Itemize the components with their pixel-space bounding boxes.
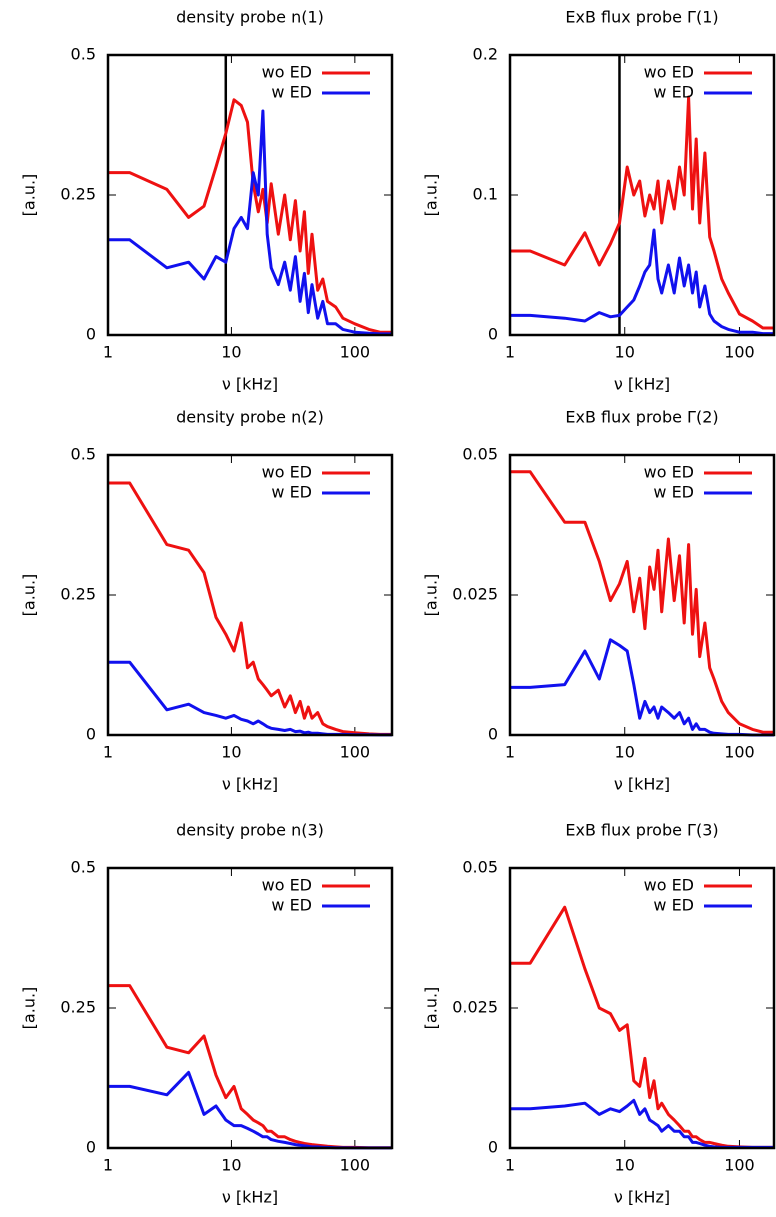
x-tick-label: 10 bbox=[615, 343, 635, 362]
x-tick-label: 1 bbox=[103, 1156, 113, 1175]
y-tick-label: 0.25 bbox=[60, 998, 96, 1017]
y-tick-label: 0.5 bbox=[71, 45, 96, 64]
legend-label: w ED bbox=[653, 83, 694, 102]
chart-title: density probe n(2) bbox=[176, 408, 324, 427]
legend-label: wo ED bbox=[262, 63, 312, 82]
x-axis-label: ν [kHz] bbox=[222, 775, 278, 794]
x-axis-label: ν [kHz] bbox=[614, 1188, 670, 1207]
chart-title: ExB flux probe Γ(2) bbox=[565, 408, 718, 427]
y-tick-label: 0.025 bbox=[452, 585, 498, 604]
data-line bbox=[108, 98, 392, 334]
legend-label: w ED bbox=[271, 896, 312, 915]
y-tick-label: 0 bbox=[86, 1138, 96, 1157]
plot-frame bbox=[106, 866, 394, 1150]
y-tick-label: 0.5 bbox=[71, 445, 96, 464]
x-tick-label: 10 bbox=[615, 743, 635, 762]
data-line bbox=[108, 984, 392, 1150]
chart-title: density probe n(3) bbox=[176, 821, 324, 840]
y-axis-label: [a.u.] bbox=[422, 987, 441, 1030]
y-tick-label: 0.2 bbox=[473, 45, 498, 64]
legend-label: wo ED bbox=[644, 463, 694, 482]
data-line bbox=[108, 660, 392, 737]
data-line bbox=[510, 1098, 774, 1149]
x-tick-label: 100 bbox=[724, 743, 755, 762]
legend-label: wo ED bbox=[644, 876, 694, 895]
data-line bbox=[108, 481, 392, 736]
y-tick-label: 0.25 bbox=[60, 185, 96, 204]
y-tick-label: 0.25 bbox=[60, 585, 96, 604]
plot-frame bbox=[508, 53, 776, 337]
x-tick-label: 1 bbox=[505, 743, 515, 762]
legend-label: w ED bbox=[653, 896, 694, 915]
y-tick-label: 0 bbox=[488, 325, 498, 344]
x-tick-label: 1 bbox=[103, 343, 113, 362]
data-line bbox=[510, 470, 774, 734]
x-tick-label: 10 bbox=[221, 343, 241, 362]
legend-label: w ED bbox=[271, 483, 312, 502]
x-axis-label: ν [kHz] bbox=[614, 775, 670, 794]
data-line bbox=[510, 905, 774, 1149]
plot-frame bbox=[106, 53, 394, 337]
x-tick-label: 1 bbox=[505, 1156, 515, 1175]
y-tick-label: 0.5 bbox=[71, 858, 96, 877]
plot-frame bbox=[508, 453, 776, 737]
x-tick-label: 100 bbox=[340, 743, 371, 762]
legend-label: w ED bbox=[271, 83, 312, 102]
legend-label: wo ED bbox=[262, 876, 312, 895]
y-tick-label: 0 bbox=[488, 725, 498, 744]
x-tick-label: 10 bbox=[221, 1156, 241, 1175]
y-axis-label: [a.u.] bbox=[422, 574, 441, 617]
data-line bbox=[108, 109, 392, 336]
plot-frame bbox=[106, 453, 394, 737]
x-tick-label: 100 bbox=[724, 343, 755, 362]
chart-title: ExB flux probe Γ(3) bbox=[565, 821, 718, 840]
x-tick-label: 1 bbox=[103, 743, 113, 762]
y-tick-label: 0 bbox=[488, 1138, 498, 1157]
x-axis-label: ν [kHz] bbox=[222, 1188, 278, 1207]
y-axis-label: [a.u.] bbox=[20, 174, 39, 217]
x-tick-label: 1 bbox=[505, 343, 515, 362]
x-axis-label: ν [kHz] bbox=[222, 375, 278, 394]
plot-frame bbox=[508, 866, 776, 1150]
y-tick-label: 0 bbox=[86, 325, 96, 344]
data-line bbox=[510, 228, 774, 336]
y-axis-label: [a.u.] bbox=[20, 574, 39, 617]
y-axis-label: [a.u.] bbox=[422, 174, 441, 217]
y-tick-label: 0.05 bbox=[462, 445, 498, 464]
x-tick-label: 100 bbox=[340, 1156, 371, 1175]
chart-title: density probe n(1) bbox=[176, 8, 324, 27]
x-tick-label: 10 bbox=[221, 743, 241, 762]
y-tick-label: 0.1 bbox=[473, 185, 498, 204]
x-axis-label: ν [kHz] bbox=[614, 375, 670, 394]
x-tick-label: 100 bbox=[724, 1156, 755, 1175]
x-tick-label: 10 bbox=[615, 1156, 635, 1175]
data-line bbox=[510, 95, 774, 330]
y-axis-label: [a.u.] bbox=[20, 987, 39, 1030]
y-tick-label: 0.05 bbox=[462, 858, 498, 877]
y-tick-label: 0.025 bbox=[452, 998, 498, 1017]
data-line bbox=[108, 1070, 392, 1150]
y-tick-label: 0 bbox=[86, 725, 96, 744]
legend-label: wo ED bbox=[644, 63, 694, 82]
legend-label: wo ED bbox=[262, 463, 312, 482]
x-tick-label: 100 bbox=[340, 343, 371, 362]
chart-title: ExB flux probe Γ(1) bbox=[565, 8, 718, 27]
legend-label: w ED bbox=[653, 483, 694, 502]
